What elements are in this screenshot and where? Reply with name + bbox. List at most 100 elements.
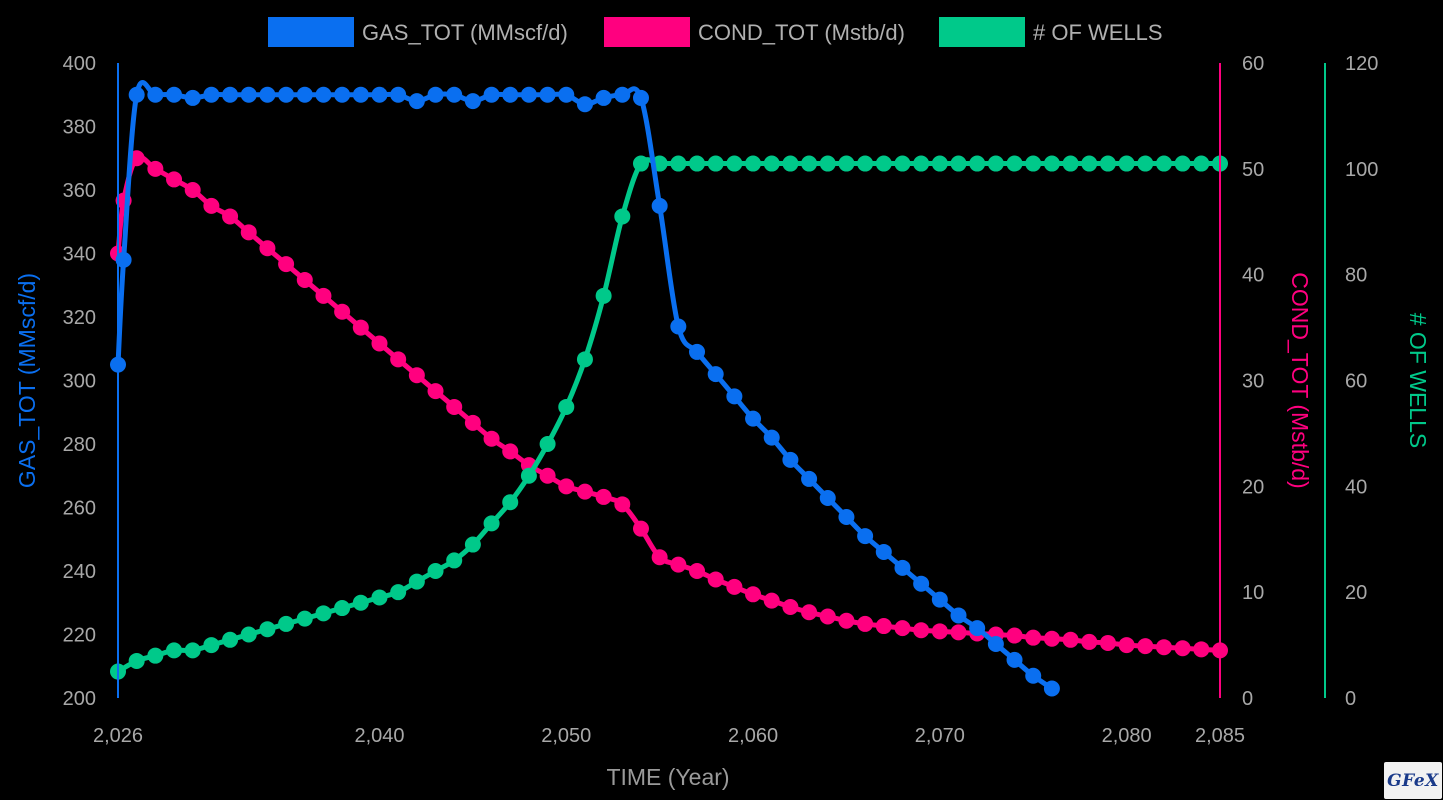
data-point-cond	[352, 319, 369, 336]
left-axis-tick-label: 220	[63, 625, 96, 647]
data-point-gas	[352, 86, 369, 103]
data-point-gas	[334, 86, 351, 103]
x-axis-tick-label: 2,060	[728, 725, 778, 747]
data-point-gas	[931, 591, 948, 608]
axes: 200220240260280300320340360380400GAS_TOT…	[14, 53, 1431, 747]
data-point-cond	[1025, 629, 1042, 646]
data-point-wells	[464, 536, 481, 553]
data-point-cond	[913, 622, 930, 639]
data-point-cond	[595, 488, 612, 505]
data-point-cond	[315, 287, 332, 304]
x-axis-tick-label: 2,085	[1195, 725, 1245, 747]
wells-axis-title: # OF WELLS	[1405, 313, 1431, 448]
data-point-wells	[259, 621, 276, 638]
data-point-gas	[576, 96, 593, 113]
data-point-wells	[838, 155, 855, 172]
data-point-cond	[726, 578, 743, 595]
data-point-gas	[819, 489, 836, 506]
data-point-wells	[296, 610, 313, 627]
data-point-cond	[875, 618, 892, 635]
data-point-cond	[950, 624, 967, 641]
legend-swatch	[939, 17, 1025, 47]
data-point-gas	[875, 543, 892, 560]
data-point-cond	[819, 608, 836, 625]
data-point-cond	[857, 615, 874, 632]
data-point-wells	[147, 647, 164, 664]
data-point-cond	[614, 496, 631, 513]
legend-label: # OF WELLS	[1033, 20, 1163, 45]
data-point-wells	[427, 563, 444, 579]
data-point-wells	[352, 594, 369, 611]
data-point-gas	[315, 86, 332, 103]
data-point-cond	[166, 171, 183, 188]
data-point-gas	[950, 607, 967, 624]
data-point-wells	[857, 155, 874, 172]
data-point-wells	[894, 155, 911, 172]
data-point-cond	[539, 467, 556, 484]
data-point-wells	[801, 155, 818, 172]
data-point-gas	[745, 410, 762, 427]
cond-axis-tick-label: 60	[1242, 53, 1264, 75]
plot-area	[110, 80, 1228, 697]
data-point-cond	[334, 303, 351, 320]
legend-label: GAS_TOT (MMscf/d)	[362, 20, 568, 45]
data-point-wells	[278, 615, 295, 632]
data-point-cond	[296, 271, 313, 288]
data-point-gas	[539, 86, 556, 103]
left-axis-tick-label: 320	[63, 307, 96, 329]
legend-label: COND_TOT (Mstb/d)	[698, 20, 905, 45]
series-wells	[110, 155, 1228, 680]
data-point-wells	[1025, 155, 1042, 172]
series-line-gas	[115, 80, 1054, 691]
data-point-cond	[147, 160, 164, 177]
wells-axis-tick-label: 0	[1345, 688, 1356, 710]
data-point-wells	[558, 398, 575, 415]
data-point-gas	[1025, 667, 1042, 684]
data-point-cond	[689, 563, 706, 579]
data-point-wells	[371, 589, 388, 606]
data-point-gas	[1043, 680, 1060, 697]
data-point-wells	[446, 552, 463, 569]
data-point-wells	[987, 155, 1004, 172]
data-point-cond	[1118, 637, 1135, 654]
data-point-cond	[931, 623, 948, 640]
x-axis-tick-label: 2,080	[1102, 725, 1152, 747]
data-point-cond	[1062, 631, 1079, 648]
data-point-gas	[969, 620, 986, 637]
data-point-gas	[614, 86, 631, 103]
data-point-gas	[782, 451, 799, 468]
wells-axis-tick-label: 80	[1345, 265, 1367, 287]
data-point-wells	[1193, 155, 1210, 172]
data-point-cond	[707, 571, 724, 588]
data-point-wells	[1174, 155, 1191, 172]
data-point-gas	[259, 86, 276, 103]
cond-axis-tick-label: 30	[1242, 371, 1264, 393]
data-point-wells	[707, 155, 724, 172]
data-point-wells	[670, 155, 687, 172]
data-point-wells	[931, 155, 948, 172]
data-point-cond	[651, 549, 668, 566]
legend: GAS_TOT (MMscf/d) COND_TOT (Mstb/d) # OF W…	[268, 17, 1163, 47]
data-point-gas	[184, 89, 201, 106]
data-point-gas	[483, 86, 500, 103]
data-point-gas	[240, 86, 257, 103]
data-point-cond	[390, 351, 407, 368]
data-point-cond	[1006, 627, 1023, 644]
data-point-wells	[1137, 155, 1154, 172]
data-point-wells	[745, 155, 762, 172]
data-point-cond	[464, 414, 481, 431]
wells-axis-tick-label: 100	[1345, 159, 1378, 181]
legend-swatch	[604, 17, 690, 47]
data-point-gas	[763, 429, 780, 446]
data-point-gas	[278, 86, 295, 103]
data-point-gas	[857, 528, 874, 545]
wells-axis-tick-label: 60	[1345, 371, 1367, 393]
data-point-wells	[483, 515, 500, 532]
data-point-wells	[689, 155, 706, 172]
data-point-gas	[464, 93, 481, 110]
data-point-cond	[446, 398, 463, 415]
data-point-gas	[408, 93, 425, 110]
data-point-wells	[1099, 155, 1116, 172]
data-point-gas	[296, 86, 313, 103]
